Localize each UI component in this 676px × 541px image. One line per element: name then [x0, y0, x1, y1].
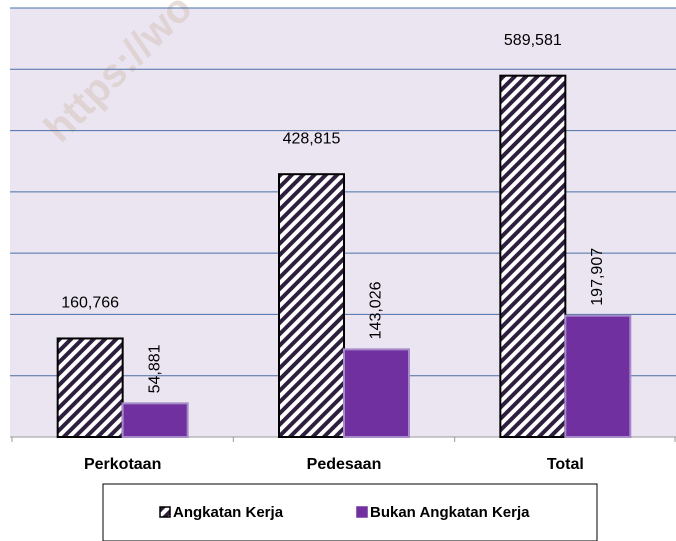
- data-label: 197,907: [589, 248, 606, 306]
- x-tick-label: Total: [547, 456, 584, 473]
- data-label: 54,881: [146, 344, 163, 393]
- bar: [499, 74, 567, 438]
- bar: [343, 348, 410, 438]
- bar: [278, 173, 345, 438]
- legend-box: [102, 483, 598, 541]
- data-label: 589,581: [504, 32, 562, 49]
- data-label: 143,026: [368, 281, 385, 339]
- data-label: 160,766: [61, 295, 119, 312]
- legend-swatch: [159, 506, 171, 518]
- bar: [564, 314, 632, 438]
- bar: [56, 337, 124, 439]
- data-label: 428,815: [283, 130, 341, 147]
- legend-label: Bukan Angkatan Kerja: [370, 504, 530, 521]
- legend-label: Angkatan Kerja: [173, 504, 284, 521]
- bar: [121, 402, 189, 438]
- legend-swatch: [356, 506, 368, 518]
- x-tick-label: Perkotaan: [84, 456, 161, 473]
- x-tick-label: Pedesaan: [307, 456, 382, 473]
